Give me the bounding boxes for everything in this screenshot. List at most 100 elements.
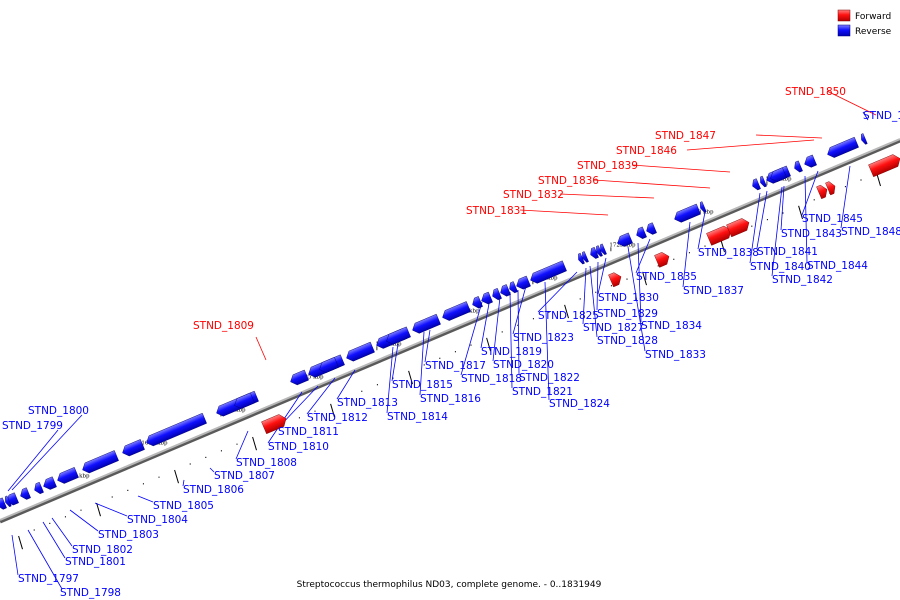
gene-arrow-stnd-1847[interactable] — [825, 180, 837, 196]
gene-arrow-stnd-1818[interactable] — [470, 296, 483, 310]
gene-label-stnd-1844[interactable]: STND_1844 — [807, 260, 868, 272]
gene-label-stnd-1840[interactable]: STND_1840 — [750, 261, 811, 273]
gene-label-stnd-1830[interactable]: STND_1830 — [598, 292, 659, 304]
gene-label-stnd-1831[interactable]: STND_1831 — [466, 205, 527, 217]
gene-arrow-stnd-1841[interactable] — [758, 175, 767, 188]
gene-arrow-stnd-1850[interactable] — [868, 153, 900, 178]
gene-arrow-stnd-1839[interactable] — [726, 216, 751, 238]
gene-arrow-stnd-1817[interactable] — [440, 301, 471, 322]
gene-label-stnd-1808[interactable]: STND_1808 — [236, 457, 297, 469]
gene-label-stnd-1828[interactable]: STND_1828 — [597, 335, 658, 347]
gene-label-stnd-1841[interactable]: STND_1841 — [757, 246, 818, 258]
gene-label-stnd-1805[interactable]: STND_1805 — [153, 500, 214, 512]
gene-label-stnd-1825[interactable]: STND_1825 — [538, 310, 599, 322]
gene-arrow-stnd-1830[interactable] — [598, 243, 607, 256]
gene-label-stnd-1847[interactable]: STND_1847 — [655, 130, 716, 142]
gene-label-stnd-1814[interactable]: STND_1814 — [387, 411, 448, 423]
gene-label-stnd-1812[interactable]: STND_1812 — [307, 412, 368, 424]
gene-label-stnd-1819[interactable]: STND_1819 — [481, 346, 542, 358]
gene-arrow-stnd-1848[interactable] — [825, 136, 859, 159]
gene-arrow-stnd-1843[interactable] — [768, 167, 787, 184]
gene-label-stnd-1849[interactable]: STND_1849 — [863, 110, 900, 122]
gene-arrow-stnd-1805[interactable] — [120, 439, 145, 458]
gene-label-stnd-1821[interactable]: STND_1821 — [512, 386, 573, 398]
gene-arrow-stnd-1819[interactable] — [479, 291, 493, 306]
gene-arrow-stnd-1838[interactable] — [698, 201, 707, 214]
gene-arrow-stnd-1835[interactable] — [644, 222, 657, 237]
gene-label-stnd-1833[interactable]: STND_1833 — [645, 349, 706, 361]
gene-label-stnd-1807[interactable]: STND_1807 — [214, 470, 275, 482]
gene-arrow-stnd-1825[interactable] — [576, 252, 585, 265]
gene-label-stnd-1846[interactable]: STND_1846 — [616, 145, 677, 157]
gene-label-stnd-1824[interactable]: STND_1824 — [549, 398, 610, 410]
gene-label-stnd-1839[interactable]: STND_1839 — [577, 160, 638, 172]
gene-label-stnd-1848[interactable]: STND_1848 — [841, 226, 900, 238]
gene-arrow-stnd-1834[interactable] — [634, 226, 647, 241]
gene-arrow-stnd-1801[interactable] — [32, 481, 44, 495]
gene-label-stnd-1843[interactable]: STND_1843 — [781, 228, 842, 240]
gene-label-stnd-1816[interactable]: STND_1816 — [420, 393, 481, 405]
gene-arrow-stnd-1827[interactable] — [580, 251, 589, 263]
gene-arrow-stnd-1798[interactable] — [18, 487, 31, 502]
gene-label-stnd-1845[interactable]: STND_1845 — [802, 213, 863, 225]
gene-arrow-stnd-1828[interactable] — [588, 246, 599, 260]
gene-arrow-stnd-1806[interactable] — [144, 412, 207, 448]
gene-label-stnd-1801[interactable]: STND_1801 — [65, 556, 126, 568]
gene-label-stnd-1815[interactable]: STND_1815 — [392, 379, 453, 391]
gene-label-stnd-1837[interactable]: STND_1837 — [683, 285, 744, 297]
gene-label-stnd-1818[interactable]: STND_1818 — [461, 373, 522, 385]
gene-arrow-stnd-1808[interactable] — [232, 392, 255, 411]
gene-arrow-stnd-1845[interactable] — [802, 154, 817, 169]
gene-arrow-stnd-1820[interactable] — [490, 288, 502, 301]
gene-arrow-stnd-1831[interactable] — [608, 271, 623, 288]
gene-arrow-stnd-1800[interactable] — [3, 495, 12, 508]
gene-label-stnd-1803[interactable]: STND_1803 — [98, 529, 159, 541]
gene-label-stnd-1798[interactable]: STND_1798 — [60, 587, 121, 599]
gene-arrow-stnd-1803[interactable] — [55, 467, 79, 485]
gene-label-stnd-1842[interactable]: STND_1842 — [772, 274, 833, 286]
gene-label-stnd-1802[interactable]: STND_1802 — [72, 544, 133, 556]
gene-label-stnd-1836[interactable]: STND_1836 — [538, 175, 599, 187]
gene-label-stnd-1820[interactable]: STND_1820 — [493, 359, 554, 371]
gene-arrow-stnd-1833[interactable] — [615, 232, 633, 249]
gene-arrow-stnd-1844[interactable] — [792, 160, 803, 174]
gene-arrow-stnd-1809[interactable] — [261, 412, 288, 435]
gene-label-stnd-1832[interactable]: STND_1832 — [503, 189, 564, 201]
gene-label-stnd-1827[interactable]: STND_1827 — [583, 322, 644, 334]
gene-label-stnd-1835[interactable]: STND_1835 — [636, 271, 697, 283]
gene-label-stnd-1813[interactable]: STND_1813 — [337, 397, 398, 409]
gene-arrow-stnd-1802[interactable] — [41, 476, 57, 492]
gene-arrow-stnd-1837[interactable] — [672, 203, 701, 224]
gene-arrow-stnd-1849[interactable] — [859, 133, 868, 145]
gene-label-stnd-1800[interactable]: STND_1800 — [28, 405, 89, 417]
gene-arrow-stnd-1816[interactable] — [410, 313, 441, 335]
gene-label-stnd-1834[interactable]: STND_1834 — [641, 320, 702, 332]
gene-arrow-stnd-1846[interactable] — [816, 183, 829, 200]
gene-label-stnd-1799[interactable]: STND_1799 — [2, 420, 63, 432]
gene-label-stnd-1829[interactable]: STND_1829 — [597, 308, 658, 320]
gene-arrow-stnd-1810[interactable] — [288, 369, 309, 387]
gene-arrow-stnd-1815[interactable] — [384, 326, 411, 346]
gene-arrow-stnd-1813[interactable] — [344, 341, 375, 363]
gene-arrow-stnd-1829[interactable] — [594, 245, 603, 258]
gene-arrow-stnd-1821[interactable] — [498, 284, 511, 298]
gene-arrow-stnd-1823[interactable] — [514, 275, 531, 291]
gene-arrow-stnd-1812[interactable] — [317, 356, 339, 374]
gene-arrow-stnd-1799[interactable] — [0, 497, 7, 511]
gene-label-stnd-1797[interactable]: STND_1797 — [18, 573, 79, 585]
gene-label-stnd-1838[interactable]: STND_1838 — [698, 247, 759, 259]
gene-arrow-stnd-1832[interactable] — [654, 250, 671, 268]
gene-label-stnd-1823[interactable]: STND_1823 — [513, 332, 574, 344]
gene-arrow-stnd-1824[interactable] — [528, 260, 567, 286]
gene-arrow-stnd-1822[interactable] — [507, 281, 518, 295]
gene-arrow-stnd-1804[interactable] — [80, 450, 119, 475]
gene-label-stnd-1804[interactable]: STND_1804 — [127, 514, 188, 526]
gene-label-stnd-1817[interactable]: STND_1817 — [425, 360, 486, 372]
gene-label-stnd-1806[interactable]: STND_1806 — [183, 484, 244, 496]
gene-label-stnd-1822[interactable]: STND_1822 — [519, 372, 580, 384]
gene-label-stnd-1811[interactable]: STND_1811 — [278, 426, 339, 438]
gene-label-stnd-1809[interactable]: STND_1809 — [193, 320, 254, 332]
gene-label-stnd-1810[interactable]: STND_1810 — [268, 441, 329, 453]
gene-arrow-stnd-1836[interactable] — [706, 224, 733, 246]
gene-label-stnd-1850[interactable]: STND_1850 — [785, 86, 846, 98]
